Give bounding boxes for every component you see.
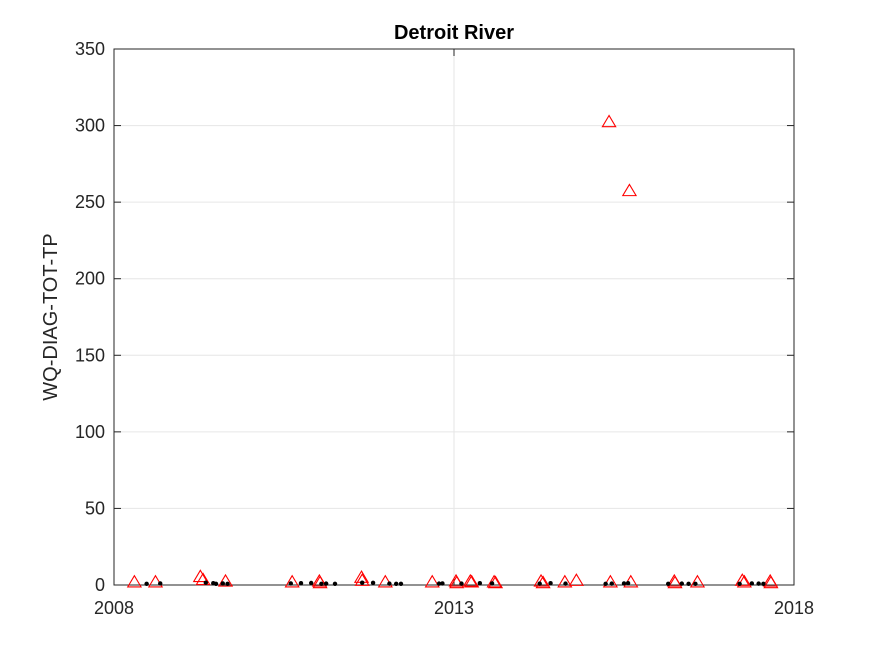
- axis-ticks: 0 50 100 150 200 250 300 350 2008 2013 2018: [75, 39, 814, 618]
- dot-marker: [749, 581, 755, 586]
- dot-marker: [398, 581, 404, 586]
- dot-marker: [686, 581, 691, 586]
- y-tick-label: 150: [75, 345, 105, 365]
- y-tick-label: 50: [85, 498, 105, 518]
- dot-marker: [309, 580, 314, 586]
- dot-marker: [609, 581, 614, 586]
- triangle-marker: [557, 574, 573, 588]
- dot-marker: [563, 581, 568, 586]
- dot-marker: [288, 581, 293, 586]
- dot-marker: [459, 581, 464, 586]
- dot-marker: [394, 581, 399, 586]
- dot-marker: [756, 581, 761, 586]
- triangle-marker: [462, 573, 478, 587]
- data-points: [126, 114, 779, 589]
- chart-title: Detroit River: [394, 22, 514, 44]
- triangle-marker: [192, 569, 208, 583]
- triangle-marker: [424, 574, 440, 588]
- y-axis-label: WQ-DIAG-TOT-TP: [40, 233, 62, 400]
- x-tick-label: 2008: [94, 598, 134, 618]
- y-tick-label: 0: [95, 575, 105, 595]
- triangle-marker: [377, 574, 393, 588]
- dot-marker: [158, 581, 163, 586]
- dot-marker: [666, 581, 671, 586]
- triangle-marker: [486, 574, 502, 588]
- triangle-marker: [689, 574, 706, 588]
- y-tick-label: 100: [75, 422, 105, 442]
- triangle-marker: [464, 574, 480, 588]
- triangle-marker: [667, 575, 683, 589]
- dot-marker: [761, 581, 766, 586]
- dot-marker: [440, 581, 445, 586]
- triangle-marker: [734, 573, 750, 586]
- y-tick-label: 250: [75, 192, 105, 212]
- dot-marker: [298, 580, 304, 586]
- x-tick-label: 2013: [434, 598, 474, 618]
- dot-marker: [213, 581, 219, 586]
- x-tick-label: 2018: [774, 598, 814, 618]
- dot-marker: [737, 581, 742, 586]
- dot-marker: [693, 581, 698, 586]
- dot-marker: [225, 581, 230, 586]
- triangle-marker: [195, 572, 211, 586]
- dot-marker: [203, 580, 208, 585]
- dot-marker: [621, 581, 627, 586]
- dot-marker: [548, 580, 553, 586]
- grid: [114, 49, 794, 585]
- triangle-marker: [601, 114, 617, 128]
- triangle-marker: [312, 575, 328, 589]
- triangle-marker: [284, 574, 300, 588]
- dot-marker: [603, 581, 608, 586]
- triangle-marker: [568, 573, 585, 586]
- dot-marker: [489, 581, 495, 586]
- dot-marker: [220, 581, 225, 586]
- dot-marker: [625, 580, 631, 586]
- triangle-marker: [533, 573, 549, 587]
- triangle-marker: [763, 575, 779, 589]
- dot-marker: [387, 581, 392, 586]
- y-tick-label: 300: [75, 116, 105, 136]
- triangle-marker: [217, 573, 234, 587]
- y-tick-label: 350: [75, 39, 105, 59]
- y-tick-label: 200: [75, 269, 105, 289]
- triangle-marker: [354, 573, 370, 586]
- triangle-marker: [147, 574, 164, 588]
- dot-marker: [679, 581, 684, 586]
- triangle-marker: [621, 183, 638, 197]
- dot-marker: [323, 581, 329, 586]
- dot-marker: [319, 581, 324, 586]
- triangle-marker: [602, 574, 619, 588]
- dot-marker: [537, 581, 542, 586]
- triangle-marker: [126, 574, 143, 588]
- dot-marker: [360, 580, 365, 585]
- dot-marker: [477, 580, 483, 586]
- dot-marker: [332, 581, 338, 586]
- dot-marker: [436, 581, 442, 586]
- triangle-marker: [736, 574, 752, 588]
- dot-marker: [144, 581, 149, 586]
- dot-marker: [370, 580, 376, 586]
